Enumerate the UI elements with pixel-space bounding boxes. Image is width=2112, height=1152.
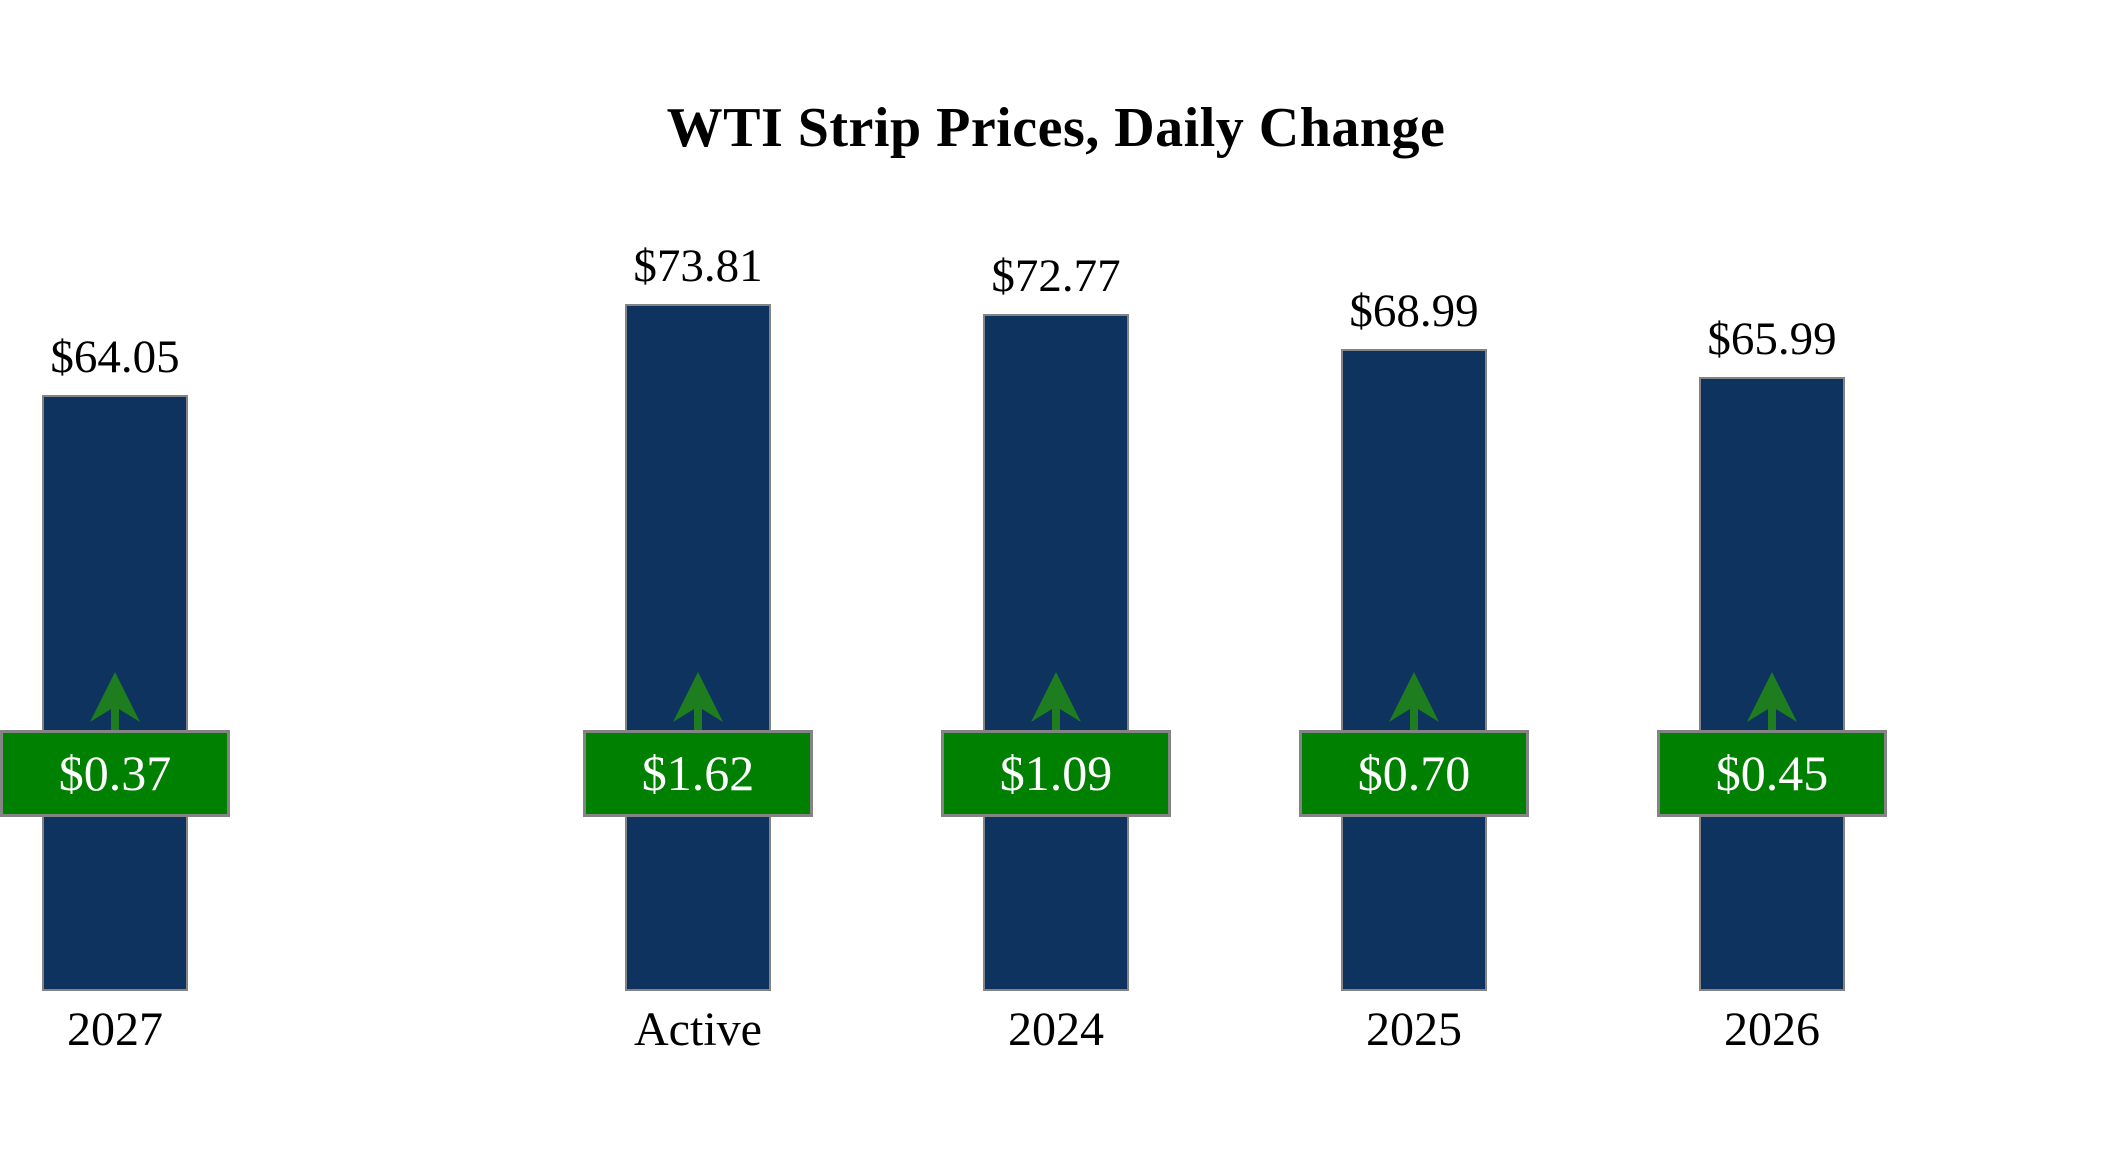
change-label: $0.45 — [1715, 745, 1829, 801]
price-label: $68.99 — [1349, 285, 1479, 337]
change-badge: $0.70 — [1299, 730, 1529, 817]
axis-label: 2026 — [1724, 1003, 1820, 1056]
bar-group-2026: $65.99 $0.45 2026 — [1657, 0, 1887, 1152]
change-badge: $1.62 — [583, 730, 813, 817]
price-label: $65.99 — [1707, 313, 1837, 365]
change-label: $1.09 — [999, 745, 1113, 801]
change-label: $0.70 — [1357, 745, 1471, 801]
change-label: $0.37 — [58, 745, 172, 801]
bar-group-2025: $68.99 $0.70 2025 — [1299, 0, 1529, 1152]
axis-label: 2027 — [67, 1003, 163, 1056]
axis-label: 2025 — [1366, 1003, 1462, 1056]
price-bar — [625, 304, 771, 991]
price-label: $72.77 — [991, 250, 1121, 302]
bar-group-2024: $72.77 $1.09 2024 — [941, 0, 1171, 1152]
bar-group-2027: $64.05 $0.37 2027 — [0, 0, 230, 1152]
axis-label: 2024 — [1008, 1003, 1104, 1056]
up-arrow-icon — [1747, 672, 1797, 730]
up-arrow-icon — [1031, 672, 1081, 730]
price-bar — [1341, 349, 1487, 991]
change-badge: $0.45 — [1657, 730, 1887, 817]
axis-label: Active — [634, 1003, 762, 1056]
price-label: $73.81 — [633, 240, 763, 292]
price-bar — [983, 314, 1129, 991]
price-label: $64.05 — [50, 331, 180, 383]
up-arrow-icon — [90, 672, 140, 730]
change-label: $1.62 — [641, 745, 755, 801]
up-arrow-icon — [1389, 672, 1439, 730]
change-badge: $0.37 — [0, 730, 230, 817]
up-arrow-icon — [673, 672, 723, 730]
change-badge: $1.09 — [941, 730, 1171, 817]
chart-title: WTI Strip Prices, Daily Change — [666, 97, 1446, 159]
bar-group-active: $73.81 $1.62 Active — [583, 0, 813, 1152]
